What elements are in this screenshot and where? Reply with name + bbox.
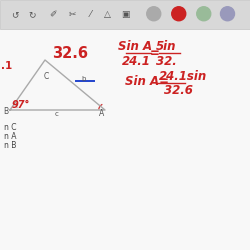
Text: ✐: ✐ [49,10,56,19]
Text: C: C [44,72,49,81]
Text: Sin A=: Sin A= [125,75,169,88]
Text: =: = [150,47,160,60]
Text: n C: n C [4,123,16,132]
Text: n B: n B [4,140,16,149]
Text: 97°: 97° [11,100,30,110]
Text: Sin A: Sin A [118,40,152,53]
Text: c: c [54,111,58,117]
Text: ▣: ▣ [121,10,129,19]
Text: A: A [98,108,104,118]
Text: ⁄: ⁄ [89,10,91,19]
Text: 32.: 32. [156,55,176,68]
Text: n A: n A [4,132,16,141]
FancyBboxPatch shape [0,0,250,29]
Text: ↺: ↺ [11,10,19,19]
Text: b: b [82,76,86,82]
Text: B: B [4,107,9,116]
Text: 24.1: 24.1 [122,55,151,68]
Circle shape [220,7,234,21]
Text: .1: .1 [1,61,13,71]
Text: 5in: 5in [156,40,176,53]
Text: ↻: ↻ [29,10,36,19]
Circle shape [197,7,211,21]
Circle shape [172,7,186,21]
Circle shape [147,7,161,21]
Text: 24.1sin: 24.1sin [159,70,207,83]
Text: △: △ [104,10,111,19]
Text: 32.6: 32.6 [164,84,194,97]
Text: 32.6: 32.6 [52,46,88,61]
Text: ✂: ✂ [69,10,76,19]
